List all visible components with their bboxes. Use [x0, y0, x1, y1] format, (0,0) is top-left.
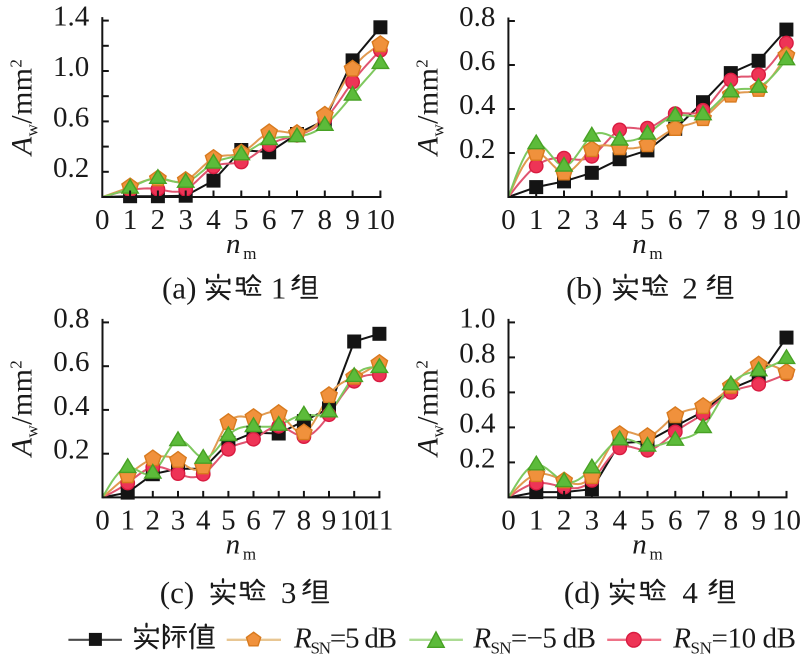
svg-text:6: 6: [668, 504, 683, 536]
svg-text:1: 1: [271, 271, 287, 306]
svg-text:6: 6: [262, 204, 277, 236]
svg-text:0.6: 0.6: [459, 45, 495, 77]
svg-text:9: 9: [751, 204, 766, 236]
svg-text:1.4: 1.4: [53, 1, 90, 33]
svg-text:1.0: 1.0: [53, 51, 89, 83]
svg-text:0.8: 0.8: [459, 1, 495, 33]
svg-text:4: 4: [196, 504, 211, 536]
svg-text:3: 3: [585, 204, 600, 236]
svg-text:10: 10: [772, 504, 800, 536]
svg-text:m: m: [243, 544, 256, 563]
svg-text:6: 6: [668, 204, 683, 236]
svg-text:2: 2: [146, 504, 161, 536]
svg-text:2: 2: [557, 204, 572, 236]
svg-text:m: m: [650, 544, 663, 563]
svg-text:Aw/mm2: Aw/mm2: [6, 360, 42, 458]
svg-text:1.0: 1.0: [459, 302, 495, 334]
svg-text:0.4: 0.4: [459, 407, 496, 439]
svg-text:0: 0: [501, 204, 516, 236]
svg-text:1: 1: [529, 504, 544, 536]
svg-text:1: 1: [123, 204, 138, 236]
svg-text:0.6: 0.6: [53, 101, 89, 133]
svg-text:(c): (c): [160, 575, 194, 610]
svg-text:11: 11: [365, 504, 393, 536]
svg-text:5: 5: [234, 204, 249, 236]
svg-text:9: 9: [345, 204, 360, 236]
svg-text:n: n: [632, 528, 647, 560]
svg-text:(a): (a): [162, 271, 196, 306]
svg-text:0.4: 0.4: [459, 89, 496, 121]
svg-text:(b): (b): [566, 271, 602, 306]
svg-text:0: 0: [95, 204, 110, 236]
svg-text:n: n: [632, 228, 647, 260]
svg-text:10: 10: [340, 504, 369, 536]
svg-text:0.2: 0.2: [53, 434, 89, 466]
svg-text:4: 4: [206, 204, 221, 236]
svg-text:10: 10: [366, 204, 395, 236]
svg-text:9: 9: [751, 504, 766, 536]
svg-text:RSN=10 dB: RSN=10 dB: [672, 623, 796, 658]
svg-text:6: 6: [246, 504, 261, 536]
svg-text:10: 10: [772, 204, 800, 236]
svg-text:3: 3: [178, 204, 193, 236]
svg-text:0.8: 0.8: [53, 302, 89, 334]
svg-text:0.2: 0.2: [459, 442, 495, 474]
svg-text:8: 8: [318, 204, 333, 236]
svg-text:4: 4: [612, 204, 627, 236]
svg-text:0.6: 0.6: [53, 346, 89, 378]
svg-text:0: 0: [501, 504, 516, 536]
svg-text:Aw/mm2: Aw/mm2: [412, 360, 448, 458]
svg-text:5: 5: [221, 504, 236, 536]
svg-text:3: 3: [585, 504, 600, 536]
svg-text:8: 8: [297, 504, 312, 536]
svg-text:7: 7: [271, 504, 286, 536]
svg-text:RSN=−5 dB: RSN=−5 dB: [472, 623, 596, 658]
svg-text:0.4: 0.4: [53, 390, 90, 422]
svg-text:n: n: [226, 228, 241, 260]
svg-text:8: 8: [724, 204, 739, 236]
svg-text:(d): (d): [564, 575, 600, 610]
svg-text:n: n: [226, 528, 241, 560]
svg-text:2: 2: [557, 504, 572, 536]
svg-text:7: 7: [696, 504, 711, 536]
svg-text:5: 5: [640, 204, 655, 236]
svg-text:7: 7: [290, 204, 305, 236]
svg-text:8: 8: [724, 504, 739, 536]
svg-text:7: 7: [696, 204, 711, 236]
svg-text:m: m: [243, 244, 256, 263]
svg-text:0.2: 0.2: [53, 152, 89, 184]
svg-text:3: 3: [171, 504, 186, 536]
svg-text:1: 1: [529, 204, 544, 236]
svg-text:1: 1: [120, 504, 135, 536]
svg-text:4: 4: [682, 575, 698, 610]
svg-text:m: m: [649, 244, 662, 263]
svg-text:RSN=5 dB: RSN=5 dB: [293, 623, 397, 658]
svg-text:3: 3: [281, 575, 297, 610]
svg-text:0.6: 0.6: [459, 372, 495, 404]
svg-text:2: 2: [151, 204, 166, 236]
svg-text:0.8: 0.8: [459, 337, 495, 369]
svg-text:5: 5: [640, 504, 655, 536]
svg-text:0: 0: [95, 504, 110, 536]
svg-text:0.2: 0.2: [459, 133, 495, 165]
svg-text:Aw/mm2: Aw/mm2: [411, 59, 447, 157]
svg-text:9: 9: [322, 504, 337, 536]
svg-text:Aw/mm2: Aw/mm2: [5, 59, 41, 157]
svg-text:2: 2: [682, 271, 698, 306]
svg-text:4: 4: [612, 504, 627, 536]
